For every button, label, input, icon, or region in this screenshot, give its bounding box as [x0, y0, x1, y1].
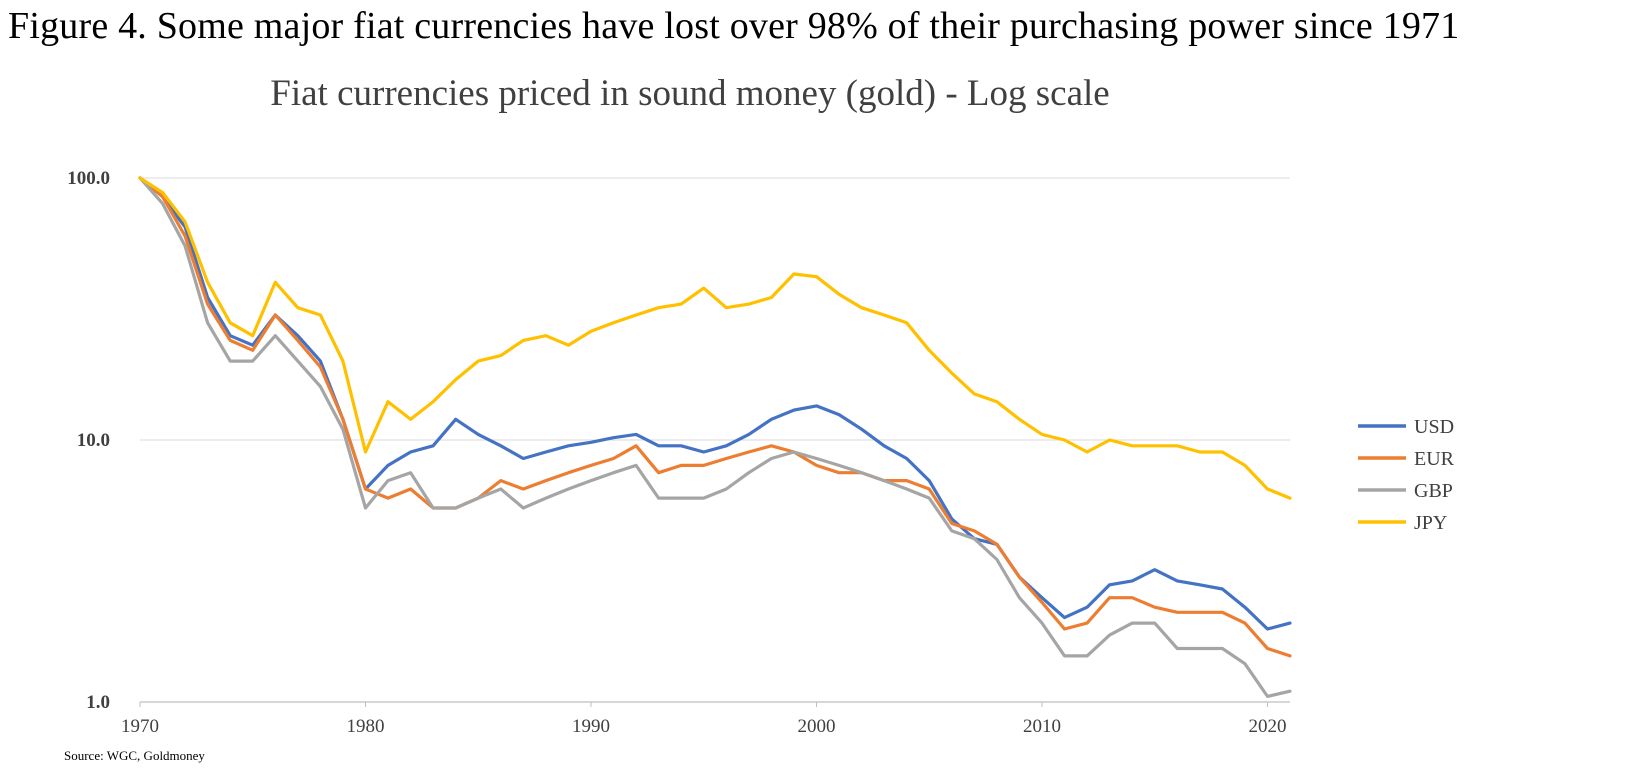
legend: USD EUR GBP JPY — [1358, 416, 1455, 534]
legend-label-gbp: GBP — [1414, 480, 1453, 502]
x-tick-label: 1980 — [346, 716, 384, 737]
x-tick-label: 2010 — [1023, 716, 1061, 737]
chart-title: Fiat currencies priced in sound money (g… — [270, 73, 1110, 114]
y-tick-label: 100.0 — [67, 168, 110, 189]
x-tick-label: 2020 — [1248, 716, 1286, 737]
figure-title: Figure 4. Some major fiat currencies hav… — [8, 5, 1460, 47]
legend-label-eur: EUR — [1414, 448, 1455, 470]
x-tick-label: 1990 — [572, 716, 610, 737]
series-layer — [138, 176, 1292, 698]
y-tick-label: 1.0 — [86, 692, 110, 713]
legend-label-usd: USD — [1414, 416, 1454, 438]
x-tick-label: 2000 — [797, 716, 835, 737]
series-line-jpy — [138, 176, 1292, 500]
x-tick-label: 1970 — [121, 716, 159, 737]
legend-label-jpy: JPY — [1414, 512, 1447, 534]
series-line-gbp — [138, 176, 1292, 698]
series-line-eur — [138, 176, 1292, 658]
source-note: Source: WGC, Goldmoney — [64, 748, 205, 763]
series-line-usd — [138, 176, 1292, 631]
grid-layer — [140, 177, 1290, 703]
axis-layer: 1.0 10.0 100.0 1970 1980 1990 2000 2010 2020 — [67, 168, 1290, 737]
y-tick-label: 10.0 — [77, 430, 110, 451]
